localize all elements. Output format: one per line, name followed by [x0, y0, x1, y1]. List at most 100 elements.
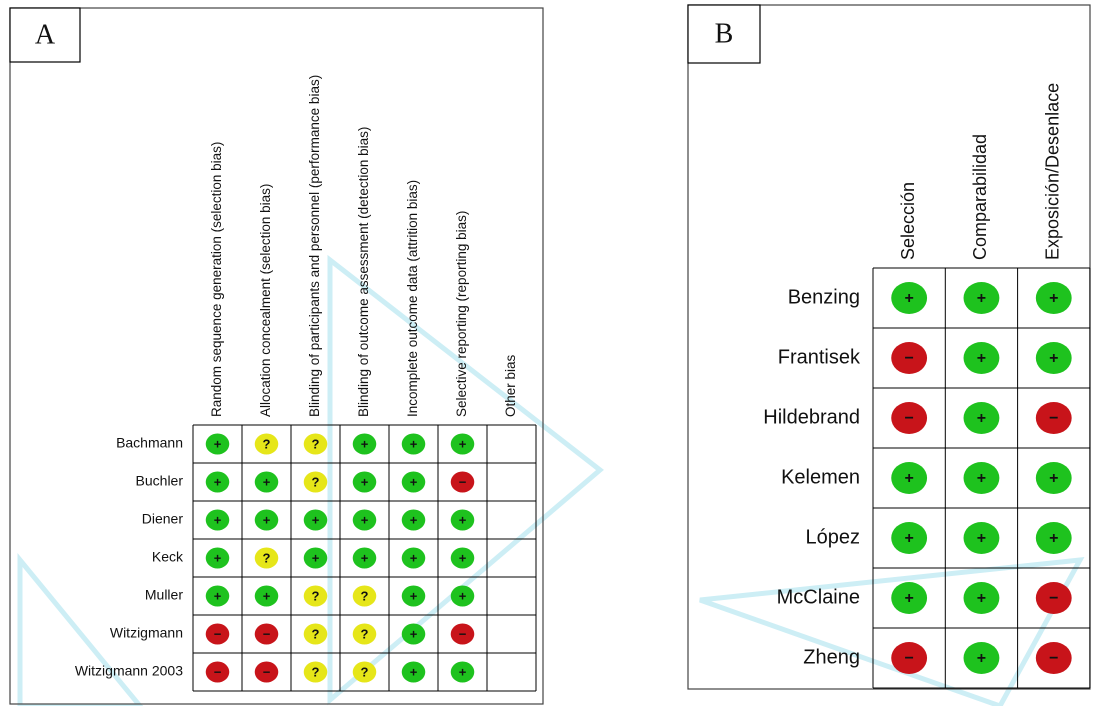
judgment-symbol: +: [361, 550, 369, 565]
judgment-symbol: +: [214, 474, 222, 489]
judgment-symbol: −: [459, 626, 467, 641]
judgment-symbol: +: [1049, 350, 1058, 367]
judgment-circle: [891, 642, 928, 674]
judgment-symbol: +: [410, 626, 418, 641]
judgment-circle: [450, 471, 475, 493]
judgment-symbol: +: [977, 470, 986, 487]
study-name: Witzigmann: [110, 625, 183, 641]
column-header: Blinding of outcome assessment (detectio…: [356, 127, 371, 417]
judgment-circle: [303, 471, 328, 493]
judgment-circle: [891, 582, 928, 614]
judgment-circle: [303, 547, 328, 569]
judgment-symbol: +: [410, 474, 418, 489]
judgment-circle: [205, 509, 230, 531]
column-header: Exposición/Desenlace: [1043, 83, 1063, 260]
study-name: Buchler: [136, 473, 184, 489]
judgment-circle: [963, 282, 1000, 314]
judgment-circle: [352, 509, 377, 531]
judgment-symbol: −: [1049, 410, 1058, 427]
column-header: Incomplete outcome data (attrition bias): [405, 180, 420, 417]
judgment-circle: [205, 471, 230, 493]
judgment-circle: [254, 623, 279, 645]
study-name: Witzigmann 2003: [75, 663, 183, 679]
panel-b-label-box: [687, 4, 761, 64]
judgment-circle: [401, 547, 426, 569]
judgment-symbol: +: [214, 512, 222, 527]
study-name: Keck: [152, 549, 184, 565]
judgment-symbol: +: [312, 512, 320, 527]
judgment-circle: [450, 547, 475, 569]
judgment-symbol: +: [263, 474, 271, 489]
judgment-circle: [303, 433, 328, 455]
judgment-symbol: ?: [312, 664, 320, 679]
judgment-circle: [352, 433, 377, 455]
panel-a-frame: [9, 7, 544, 705]
judgment-symbol: ?: [361, 626, 369, 641]
judgment-circle: [205, 433, 230, 455]
judgment-circle: [1035, 282, 1072, 314]
judgment-symbol: +: [904, 290, 913, 307]
column-header: Random sequence generation (selection bi…: [209, 142, 224, 417]
judgment-circle: [401, 585, 426, 607]
judgment-symbol: −: [263, 664, 271, 679]
judgment-circle: [963, 582, 1000, 614]
judgment-symbol: +: [410, 664, 418, 679]
judgment-symbol: +: [977, 350, 986, 367]
judgment-symbol: ?: [312, 588, 320, 603]
panel-label: B: [715, 18, 734, 49]
judgment-circle: [401, 471, 426, 493]
judgment-circle: [303, 585, 328, 607]
judgment-circle: [891, 522, 928, 554]
judgment-circle: [205, 585, 230, 607]
judgment-symbol: ?: [312, 474, 320, 489]
judgment-symbol: +: [214, 436, 222, 451]
judgment-symbol: +: [361, 512, 369, 527]
judgment-circle: [963, 342, 1000, 374]
judgment-circle: [891, 402, 928, 434]
judgment-symbol: ?: [361, 588, 369, 603]
judgment-circle: [450, 509, 475, 531]
judgment-symbol: ?: [312, 436, 320, 451]
judgment-circle: [401, 509, 426, 531]
judgment-circle: [1035, 402, 1072, 434]
judgment-symbol: +: [459, 664, 467, 679]
judgment-circle: [303, 623, 328, 645]
judgment-circle: [450, 585, 475, 607]
judgment-symbol: ?: [263, 436, 271, 451]
judgment-circle: [401, 433, 426, 455]
judgment-circle: [352, 623, 377, 645]
judgment-symbol: +: [263, 512, 271, 527]
judgment-symbol: +: [977, 650, 986, 667]
study-name: Diener: [142, 511, 184, 527]
judgment-circle: [254, 471, 279, 493]
study-name: Kelemen: [781, 466, 860, 488]
judgment-circle: [205, 661, 230, 683]
judgment-circle: [1035, 582, 1072, 614]
judgment-circle: [401, 623, 426, 645]
judgment-circle: [254, 433, 279, 455]
study-name: McClaine: [777, 586, 860, 608]
judgment-symbol: −: [904, 410, 913, 427]
judgment-circle: [891, 462, 928, 494]
judgment-symbol: −: [1049, 590, 1058, 607]
judgment-symbol: +: [977, 290, 986, 307]
panel-label: A: [35, 19, 56, 50]
judgment-circle: [352, 661, 377, 683]
column-header: Allocation concealment (selection bias): [258, 184, 273, 417]
judgment-symbol: +: [977, 590, 986, 607]
judgment-circle: [254, 509, 279, 531]
judgment-circle: [205, 623, 230, 645]
judgment-symbol: +: [312, 550, 320, 565]
judgment-symbol: +: [214, 550, 222, 565]
judgment-symbol: +: [410, 588, 418, 603]
column-header: Comparabilidad: [970, 134, 990, 260]
judgment-circle: [963, 462, 1000, 494]
column-header: Blinding of participants and personnel (…: [307, 75, 322, 417]
judgment-symbol: +: [214, 588, 222, 603]
judgment-circle: [450, 661, 475, 683]
judgment-circle: [1035, 342, 1072, 374]
judgment-circle: [450, 623, 475, 645]
judgment-symbol: +: [361, 436, 369, 451]
judgment-symbol: ?: [312, 626, 320, 641]
judgment-symbol: +: [361, 474, 369, 489]
